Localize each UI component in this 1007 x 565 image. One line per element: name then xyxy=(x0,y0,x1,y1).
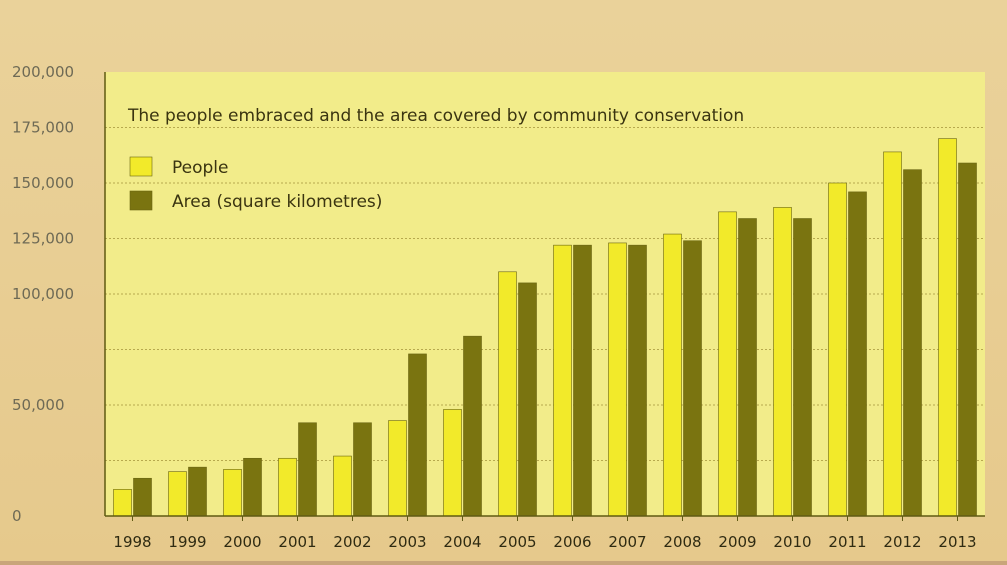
x-tick-label-2002: 2002 xyxy=(333,533,371,551)
bar-people-2000 xyxy=(223,469,242,517)
x-tick-label-2011: 2011 xyxy=(828,533,866,551)
x-tick-labels: 1998 1999 2000 2001 2002 2003 2004 2005 2006 2007… xyxy=(113,533,976,551)
bar-area-2001 xyxy=(298,422,317,517)
x-tick-label-1998: 1998 xyxy=(113,533,151,551)
x-tick-label-2010: 2010 xyxy=(773,533,811,551)
bar-people-2004 xyxy=(443,409,462,517)
x-tick-label-2003: 2003 xyxy=(388,533,426,551)
bar-people-2003 xyxy=(388,420,407,517)
legend-swatch-area xyxy=(129,190,153,211)
bar-area-2013 xyxy=(958,162,977,517)
bars-group xyxy=(113,138,977,517)
bar-people-2006 xyxy=(553,244,572,517)
y-tick-label-0: 0 xyxy=(12,507,22,525)
bar-area-2000 xyxy=(243,457,262,517)
legend-label-people: People xyxy=(172,158,228,178)
bar-people-2013 xyxy=(938,138,957,517)
bar-area-2003 xyxy=(408,353,427,517)
bar-people-2002 xyxy=(333,455,352,517)
x-tick-label-2004: 2004 xyxy=(443,533,481,551)
bar-people-2011 xyxy=(828,182,847,517)
bar-people-2010 xyxy=(773,207,792,517)
x-tick-label-2007: 2007 xyxy=(608,533,646,551)
x-tick-label-2005: 2005 xyxy=(498,533,536,551)
y-tick-label-2: 100,000 xyxy=(12,285,74,303)
bar-area-1998 xyxy=(133,477,152,517)
bar-people-1998 xyxy=(113,489,132,517)
legend-swatch-people xyxy=(129,156,153,177)
bar-people-2007 xyxy=(608,242,627,517)
x-tick-label-2006: 2006 xyxy=(553,533,591,551)
x-tick-label-2001: 2001 xyxy=(278,533,316,551)
y-tick-label-6: 200,000 xyxy=(12,63,74,81)
bar-area-2009 xyxy=(738,218,757,517)
legend: People Area (square kilometres) xyxy=(129,156,382,212)
bar-area-2007 xyxy=(628,244,647,517)
bar-people-2001 xyxy=(278,457,297,517)
bar-area-2002 xyxy=(353,422,372,517)
y-tick-label-3: 125,000 xyxy=(12,230,74,248)
x-tick-label-2009: 2009 xyxy=(718,533,756,551)
bar-area-2008 xyxy=(683,240,702,517)
bar-area-2012 xyxy=(903,169,922,517)
y-tick-label-1: 50,000 xyxy=(12,396,65,414)
y-tick-label-5: 175,000 xyxy=(12,119,74,137)
bar-area-2011 xyxy=(848,191,867,517)
axes-group xyxy=(104,72,985,521)
x-tick-label-2000: 2000 xyxy=(223,533,261,551)
bar-area-2005 xyxy=(518,282,537,517)
x-tick-label-2013: 2013 xyxy=(938,533,976,551)
bar-people-2012 xyxy=(883,151,902,517)
bar-area-2010 xyxy=(793,218,812,517)
bar-people-2005 xyxy=(498,271,517,517)
x-tick-label-2008: 2008 xyxy=(663,533,701,551)
y-tick-labels: 0 50,000 100,000 125,000 150,000 175,000 200,0… xyxy=(12,63,74,525)
legend-label-area: Area (square kilometres) xyxy=(172,192,382,212)
bar-people-2008 xyxy=(663,233,682,517)
bar-area-2006 xyxy=(573,244,592,517)
y-tick-label-4: 150,000 xyxy=(12,174,74,192)
bar-people-1999 xyxy=(168,471,187,517)
x-tick-label-2012: 2012 xyxy=(883,533,921,551)
x-tick-label-1999: 1999 xyxy=(168,533,206,551)
bar-area-2004 xyxy=(463,335,482,517)
bar-area-1999 xyxy=(188,466,207,517)
bar-people-2009 xyxy=(718,211,737,517)
chart-title: The people embraced and the area covered… xyxy=(127,106,744,126)
